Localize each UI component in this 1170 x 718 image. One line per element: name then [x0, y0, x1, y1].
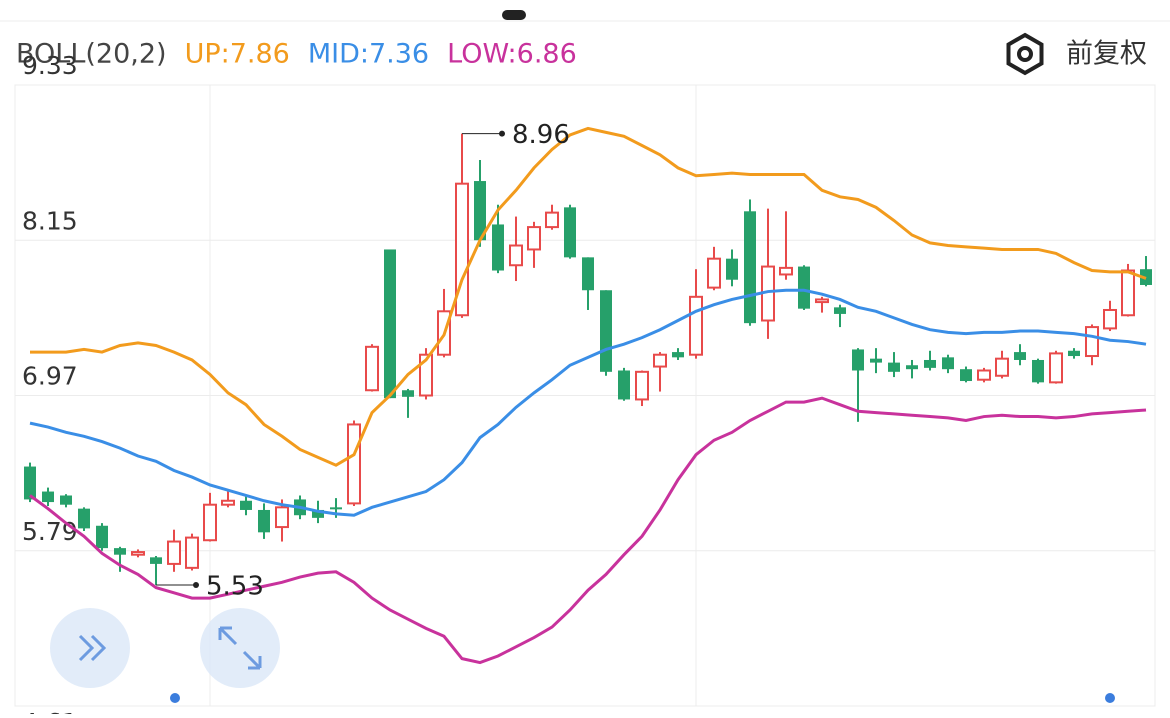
candle-body [474, 181, 486, 241]
boll-line [30, 126, 1147, 467]
candle-body [888, 362, 900, 372]
legend-entry: MID:7.36 [308, 39, 429, 70]
indicator-name: BOLL(20,2) [16, 39, 167, 70]
button-bg [200, 608, 280, 688]
candle-body [96, 525, 108, 549]
scroll-latest-button[interactable] [50, 608, 130, 688]
candle-body [258, 509, 270, 533]
candle-body [600, 290, 612, 372]
settings-icon[interactable] [1006, 32, 1044, 76]
drag-handle[interactable] [502, 10, 526, 20]
y-tick-label: 6.97 [22, 362, 78, 391]
icon-dot [1017, 46, 1033, 62]
candle-body [942, 357, 954, 370]
candle-body [384, 249, 396, 399]
candle-body [726, 258, 738, 280]
candle-body [618, 370, 630, 400]
candle-body [852, 349, 864, 371]
candle-body [492, 224, 504, 271]
candle-body [150, 557, 162, 564]
button-icon [78, 634, 107, 662]
candle-body [221, 499, 235, 506]
boll-line [29, 288, 1147, 517]
candle-body [995, 357, 1009, 377]
candle-body [42, 491, 54, 503]
candle-body [906, 365, 918, 370]
candle-body [330, 507, 342, 510]
y-tick-label: 4.61 [22, 708, 78, 714]
candle-body [977, 369, 991, 381]
candle-body [689, 295, 703, 356]
y-tick-label: 8.15 [22, 206, 78, 235]
candle-body [1085, 326, 1099, 358]
candle-body [203, 503, 217, 542]
candle-body [365, 345, 379, 392]
candle-body [24, 466, 36, 500]
extreme-label: 5.53 [206, 571, 264, 601]
candle-body [1014, 352, 1026, 360]
adjustment-toggle[interactable]: 前复权 [1066, 39, 1147, 70]
candle-body [870, 358, 882, 363]
candle-body [707, 257, 721, 289]
y-tick-label: 9.33 [22, 51, 78, 80]
candle-body [1121, 269, 1135, 317]
boll-line [29, 396, 1147, 665]
candle-body [564, 207, 576, 258]
page-dot [1105, 693, 1115, 703]
candle-body [167, 540, 181, 565]
candle-body [527, 226, 541, 251]
plot: 4.61 5.79 6.97 8.15 9.33 8.96 5.53 [15, 51, 1155, 718]
candle-body [78, 508, 90, 529]
candle-body [924, 359, 936, 368]
candle-body [672, 352, 684, 358]
candle-body [1049, 352, 1063, 384]
candle-body [455, 182, 469, 317]
candle-body [779, 266, 793, 276]
candle-body [509, 244, 523, 267]
candle-body [545, 211, 559, 229]
candle-body [185, 536, 199, 569]
candle-body [240, 500, 252, 510]
icon-hex [1006, 32, 1044, 76]
extreme-dot [193, 581, 199, 588]
legend-entry: UP:7.86 [185, 39, 290, 70]
candle-body [815, 298, 829, 304]
candle-body [960, 369, 972, 382]
candle-body [60, 495, 72, 505]
candle-body [635, 370, 649, 401]
legend: UP:7.86 MID:7.36 LOW:6.86 [185, 39, 577, 70]
button-icon [218, 626, 262, 670]
candle-body [131, 551, 145, 556]
candle-body [834, 307, 846, 314]
extreme-label: 8.96 [512, 120, 570, 150]
candle-body [582, 257, 594, 291]
legend-entry: LOW:6.86 [447, 39, 577, 70]
candle-body [744, 211, 756, 324]
candle-body [419, 353, 433, 397]
candle-body [1103, 308, 1117, 330]
candle-body [1032, 359, 1044, 383]
candle-body [653, 353, 667, 368]
candle-body [347, 423, 361, 505]
y-tick-label: 5.79 [22, 517, 78, 546]
candle-body [402, 390, 414, 397]
candle-body [312, 509, 324, 518]
extreme-dot [499, 130, 505, 137]
candle-body [798, 266, 810, 309]
page-dot [170, 693, 180, 703]
expand-button[interactable] [200, 608, 280, 688]
candle-body [1068, 350, 1080, 357]
candle-body [275, 506, 289, 529]
candle-body [114, 548, 126, 555]
